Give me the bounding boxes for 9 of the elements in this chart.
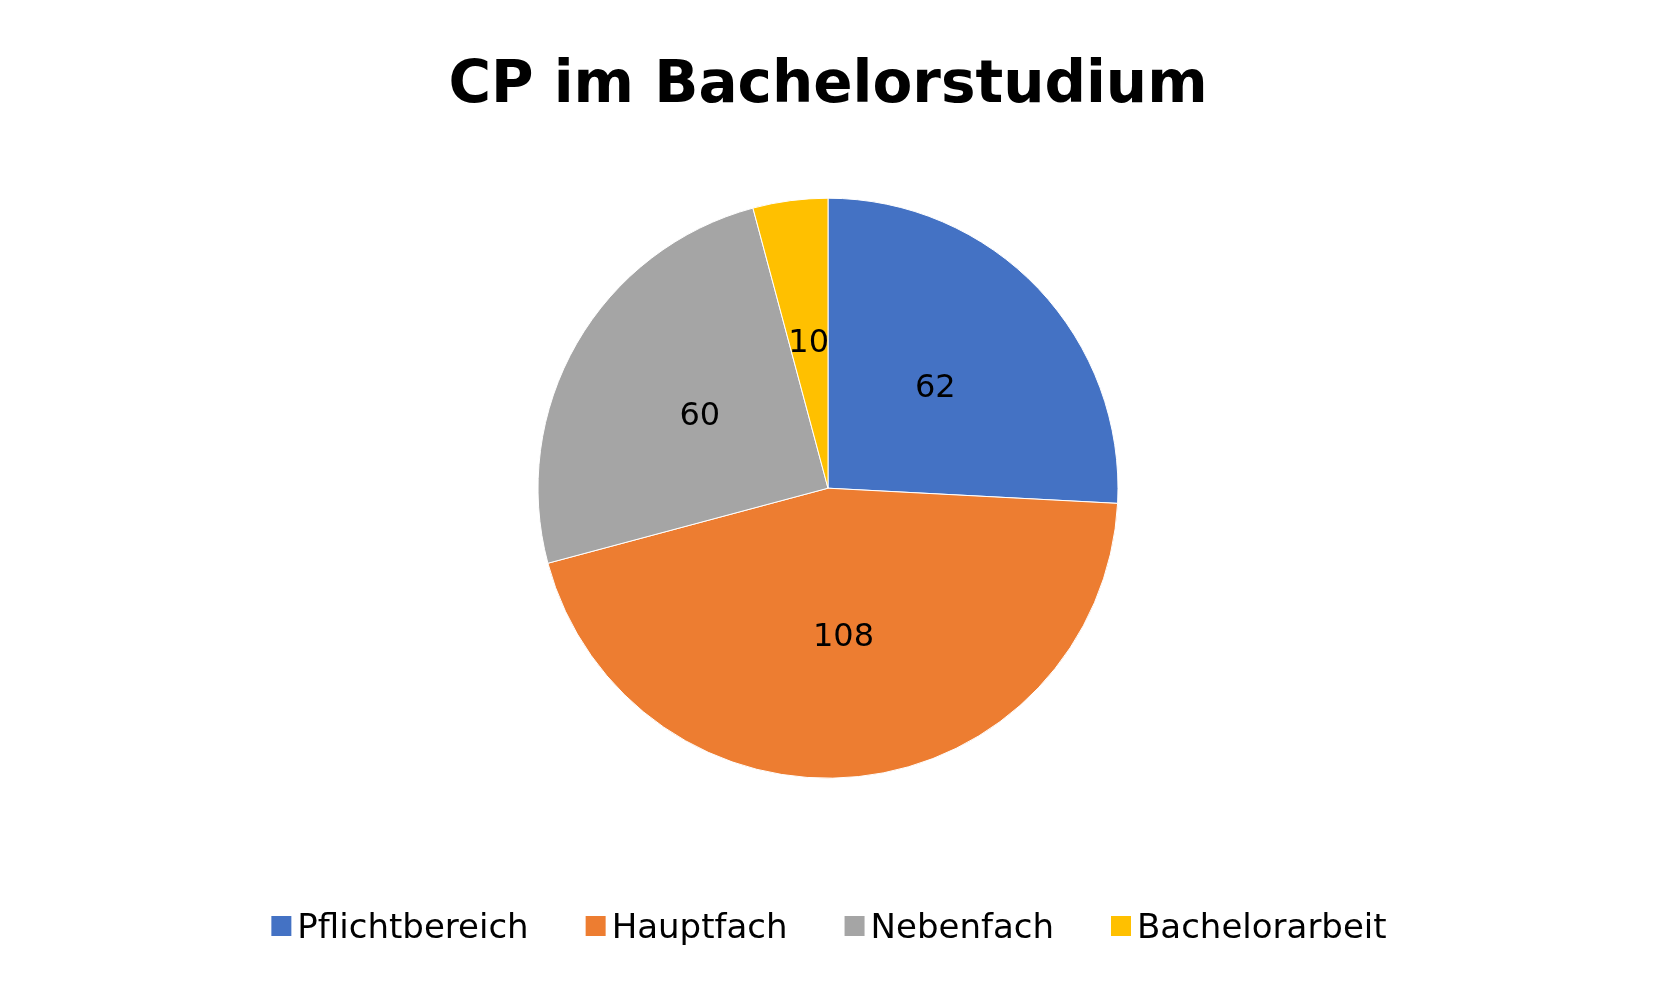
data-label: 108 [812,616,875,655]
legend-label: Bachelorarbeit [1137,906,1387,946]
data-label: 62 [915,367,956,406]
legend-label: Nebenfach [870,906,1054,946]
legend-label: Pflichtbereich [297,906,529,946]
chart-title: CP im Bachelorstudium [448,48,1208,116]
data-label: 10 [788,322,830,361]
data-label: 60 [679,395,721,434]
legend-label: Hauptfach [611,906,788,946]
